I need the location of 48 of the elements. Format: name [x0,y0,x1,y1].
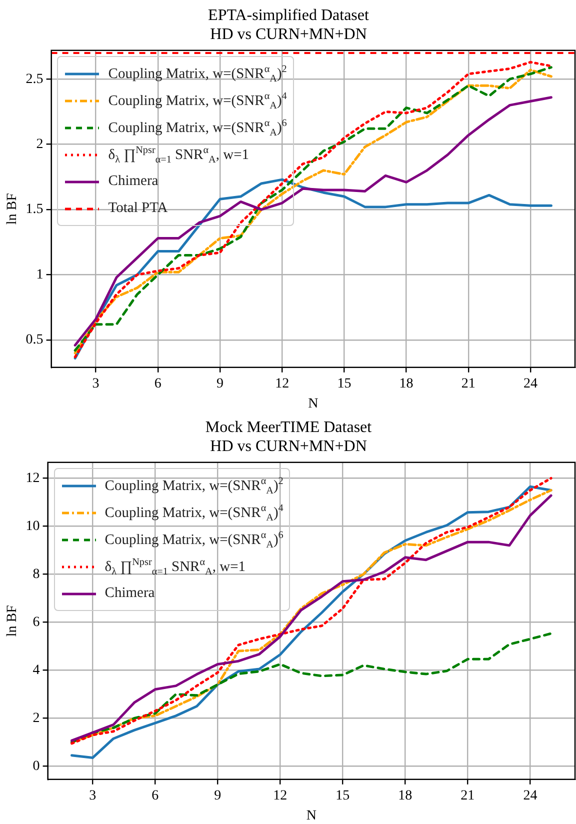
y-tick-label: 6 [32,614,40,630]
chart-subtitle: HD vs CURN+MN+DN [210,438,368,456]
y-tick-label: 10 [26,518,40,534]
x-tick-label: 21 [460,788,475,804]
x-tick-label: 9 [214,788,222,804]
legend-label: Coupling Matrix, w=(SNR$^{α}$$_{A}$)$^{4}$ [108,90,287,112]
y-tick-label: 1 [36,267,44,282]
x-tick-label: 3 [89,788,96,804]
y-tick-label: 2 [32,710,40,726]
y-axis-title: ln BF [5,604,20,637]
chart-subtitle: HD vs CURN+MN+DN [210,26,368,44]
legend-label: Total PTA [108,200,168,218]
x-tick-label: 24 [523,376,538,392]
y-tick-label: 0 [32,758,40,774]
legend-label: Chimera [108,173,158,190]
legend-label: Coupling Matrix, w=(SNR$^{α}$$_{A}$)$^{6}$ [104,530,284,550]
y-tick-label: 12 [26,470,40,486]
x-tick-label: 15 [336,788,350,804]
x-tick-label: 15 [337,376,352,392]
x-tick-label: 18 [399,376,414,392]
legend-label: Coupling Matrix, w=(SNR$^{α}$$_{A}$)$^{2}$ [108,64,287,84]
legend-label: Coupling Matrix, w=(SNR$^{α}$$_{A}$)$^{4}$ [104,502,284,524]
y-tick-label: 0.5 [26,332,44,348]
y-tick-label: 1.5 [26,202,44,218]
line-series [70,632,552,744]
x-tick-label: 21 [461,376,476,392]
x-tick-label: 18 [398,788,412,804]
x-tick-label: 6 [154,376,162,392]
x-tick-label: 9 [216,376,224,392]
text: δ$_{λ}$ ∏$^{Npsr}$$_{α=1}$ SNR$^{α}$$_{A}$, w=1 [104,556,246,578]
y-tick-label: 2 [36,137,44,152]
y-tick-label: 4 [32,662,40,678]
x-tick-label: 6 [152,788,159,804]
y-axis-title: ln BF [5,192,20,225]
x-tick-label: 24 [523,788,538,804]
legend-label: Coupling Matrix, w=(SNR$^{α}$$_{A}$)$^{2}$ [104,476,284,496]
legend-label: Coupling Matrix, w=(SNR$^{α}$$_{A}$)$^{6}$ [108,118,287,138]
x-tick-label: 12 [273,788,288,804]
y-tick-label: 2.5 [26,72,44,87]
x-tick-label: 3 [92,376,100,392]
chart-title: EPTA-simplified Dataset [208,6,370,24]
y-tick-label: 8 [32,566,40,582]
legend-label: Chimera [104,585,155,602]
x-axis-title: N [308,396,318,412]
text: δ$_{λ}$ ∏$^{Npsr}$$_{α=1}$ SNR$^{α}$$_{A}$, w=1 [108,144,250,166]
chart-title: Mock MeerTIME Dataset [205,418,372,436]
x-tick-label: 12 [275,376,290,392]
x-axis-title: N [306,808,316,824]
